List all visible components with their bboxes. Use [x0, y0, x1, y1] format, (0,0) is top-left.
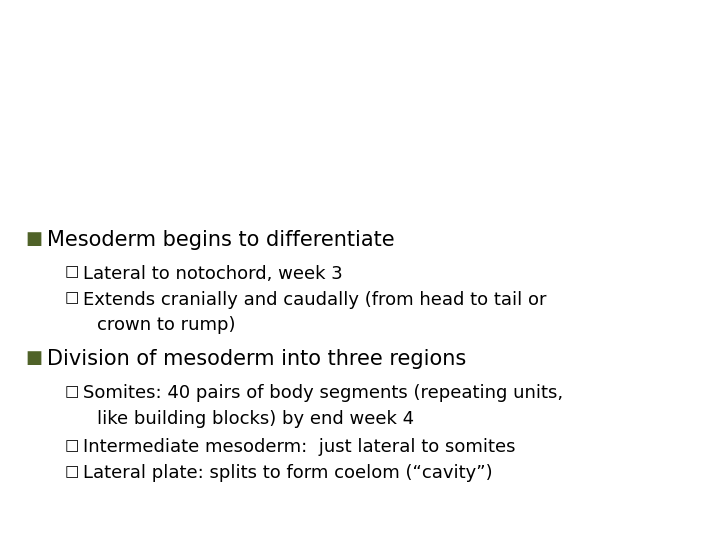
Text: □: □: [65, 384, 79, 399]
Text: crown to rump): crown to rump): [97, 316, 235, 334]
Text: □: □: [65, 291, 79, 306]
Text: Division of mesoderm into three regions: Division of mesoderm into three regions: [47, 349, 466, 369]
Text: Extends cranially and caudally (from head to tail or: Extends cranially and caudally (from hea…: [83, 291, 546, 308]
Text: Somites: 40 pairs of body segments (repeating units,: Somites: 40 pairs of body segments (repe…: [83, 384, 563, 402]
Text: □: □: [65, 265, 79, 280]
Text: Mesoderm begins to differentiate: Mesoderm begins to differentiate: [47, 230, 395, 249]
Text: □: □: [65, 464, 79, 480]
Text: □: □: [65, 438, 79, 454]
Text: Lateral plate: splits to form coelom (“cavity”): Lateral plate: splits to form coelom (“c…: [83, 464, 492, 482]
Text: Lateral to notochord, week 3: Lateral to notochord, week 3: [83, 265, 343, 282]
Text: ■: ■: [25, 230, 42, 247]
Text: ■: ■: [25, 349, 42, 367]
Text: like building blocks) by end week 4: like building blocks) by end week 4: [97, 410, 414, 428]
Text: Intermediate mesoderm:  just lateral to somites: Intermediate mesoderm: just lateral to s…: [83, 438, 516, 456]
